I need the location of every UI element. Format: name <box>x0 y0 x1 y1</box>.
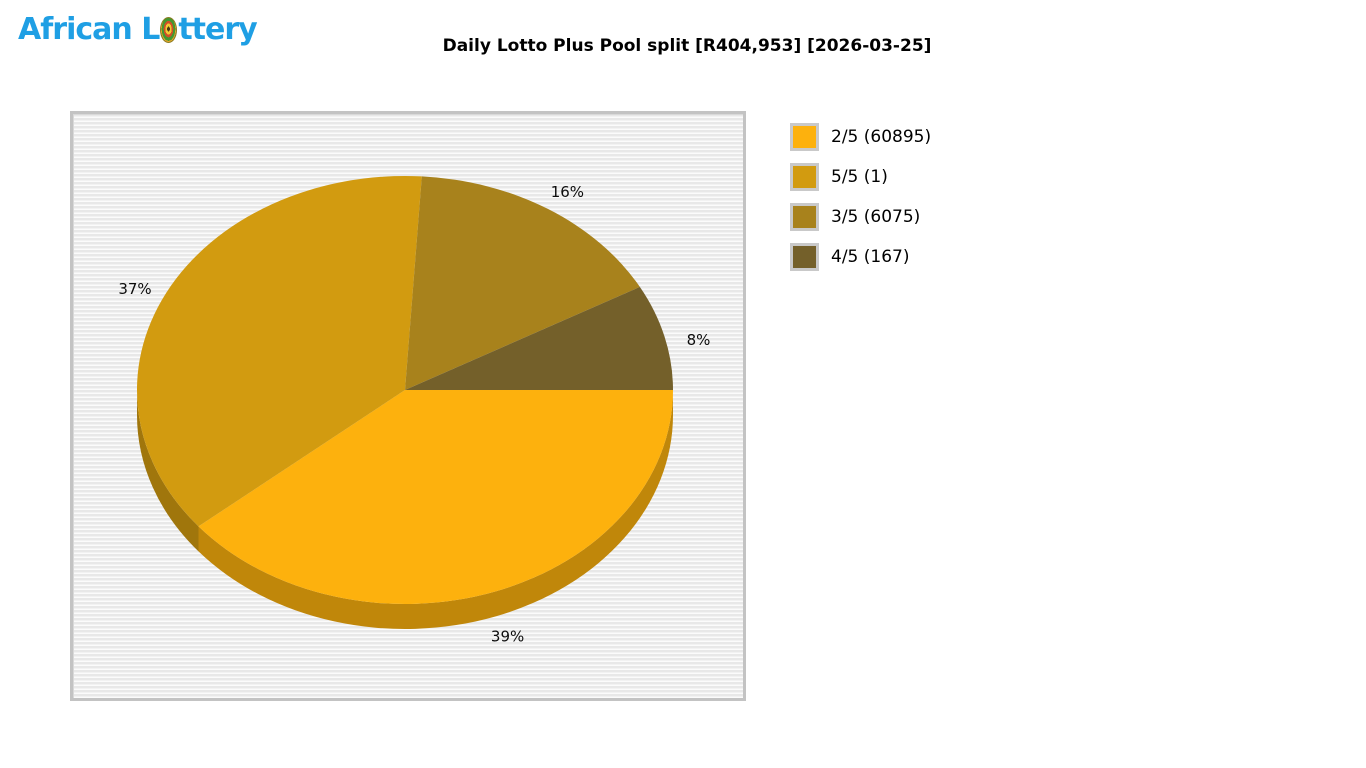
logo-text-ttery: ttery <box>178 12 257 47</box>
legend-label: 5/5 (1) <box>831 167 888 187</box>
pie-percent-label: 37% <box>118 280 151 298</box>
legend-swatch <box>790 163 819 191</box>
pie-slice-1 <box>136 175 422 527</box>
legend-label: 3/5 (6075) <box>831 207 921 227</box>
pie-side-1 <box>137 390 199 552</box>
legend-item: 2/5 (60895) <box>790 123 931 151</box>
lottery-ball-icon <box>160 17 178 43</box>
pie-side-0 <box>198 390 673 630</box>
pie-percent-label: 8% <box>687 331 711 349</box>
legend-swatch <box>790 243 819 271</box>
legend-swatch <box>790 203 819 231</box>
logo-text-l: L <box>141 12 160 47</box>
legend: 2/5 (60895) 5/5 (1) 3/5 (6075) 4/5 (167) <box>790 123 931 283</box>
legend-label: 4/5 (167) <box>831 247 910 267</box>
legend-item: 5/5 (1) <box>790 163 931 191</box>
logo-text-african: African <box>18 12 133 47</box>
pie-slice-3 <box>405 286 673 390</box>
chart-panel: 39% 37% 16% 8% <box>70 111 746 701</box>
legend-swatch <box>790 123 819 151</box>
pie-chart-svg: 39% 37% 16% 8% <box>118 175 711 645</box>
pie-slice-2 <box>405 176 640 390</box>
chart-title: Daily Lotto Plus Pool split [R404,953] [… <box>442 36 932 56</box>
legend-label: 2/5 (60895) <box>831 127 932 147</box>
pie-percent-label: 39% <box>491 627 524 645</box>
pie-slice-0 <box>198 390 673 605</box>
legend-item: 4/5 (167) <box>790 243 931 271</box>
pie-percent-label: 16% <box>551 183 584 201</box>
legend-item: 3/5 (6075) <box>790 203 931 231</box>
